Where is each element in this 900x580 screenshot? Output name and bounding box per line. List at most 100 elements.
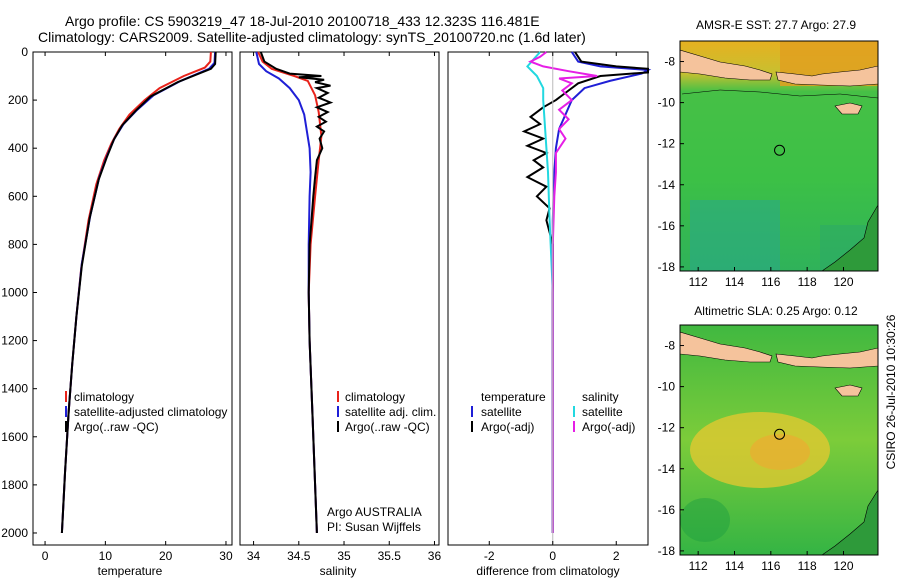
sla-map-axes: 112 114 116 118 120 -8 -10 -12 -14 -16 -18 <box>658 339 854 573</box>
figure-title-line1: Argo profile: CS 5903219_47 18-Jul-2010 … <box>65 13 540 29</box>
sumba-landmass <box>834 102 863 115</box>
temperature-legend: climatology satellite-adjusted climatolo… <box>65 390 227 434</box>
y-tick-label: -18 <box>658 260 676 274</box>
series-line-argo-raw-qc- <box>60 51 217 534</box>
legend-satellite-adjusted-climatology: satellite-adjusted climatology <box>74 405 227 419</box>
legend-temperature-heading: temperature <box>481 390 546 404</box>
australia-coast <box>821 204 878 271</box>
temperature-marks <box>60 51 217 534</box>
difference-x-axis: -2 0 2 <box>484 52 620 563</box>
x-tick-label: 112 <box>689 559 708 573</box>
y-tick-label: -8 <box>664 339 675 353</box>
bali-lombok-landmass <box>775 65 878 87</box>
y-tick-label: 1600 <box>1 430 28 444</box>
y-tick-label: -16 <box>658 503 676 517</box>
legend-climatology: climatology <box>345 390 405 404</box>
figure-title-line2: Climatology: CARS2009. Satellite-adjuste… <box>38 29 586 45</box>
legend-satellite-adj-clim: satellite adj. clim. <box>345 405 436 419</box>
legend-argo-raw: Argo(..raw -QC) <box>74 420 159 434</box>
depth-axis: 0 200 400 600 800 1000 1200 1400 1600 1800 2000 <box>1 45 37 540</box>
x-tick-label: 114 <box>725 275 744 289</box>
sst-argo-location-marker <box>774 144 786 156</box>
sst-map-title: AMSR-E SST: 27.7 Argo: 27.9 <box>696 18 856 32</box>
bali-lombok-landmass <box>775 347 878 369</box>
x-tick-label: 36 <box>428 549 442 563</box>
temperature-plot-frame <box>32 51 233 546</box>
series-line-salinity-argo-adj- <box>528 51 598 533</box>
x-tick-label: 20 <box>159 549 173 563</box>
x-tick-label: 2 <box>613 549 620 563</box>
x-tick-label: 10 <box>99 549 113 563</box>
legend-salinity-heading: salinity <box>582 390 619 404</box>
legend-climatology: climatology <box>74 390 134 404</box>
difference-xlabel: difference from climatology <box>476 564 619 578</box>
x-tick-label: 34.5 <box>287 549 311 563</box>
y-tick-label: 800 <box>8 237 28 251</box>
x-tick-label: 118 <box>798 275 817 289</box>
annotation-argo-australia: Argo AUSTRALIA <box>327 505 422 519</box>
x-tick-label: 30 <box>219 549 233 563</box>
y-tick-label: -14 <box>658 178 676 192</box>
sla-map-frame <box>679 324 879 556</box>
sumba-landmass <box>834 384 863 397</box>
salinity-x-axis: 34 34.5 35 35.5 36 <box>247 52 442 563</box>
legend-temperature-satellite: satellite <box>481 405 522 419</box>
temperature-panel: 0 200 400 600 800 1000 1200 1400 1600 1800 2000 0 1… <box>1 45 233 578</box>
y-tick-label: 1800 <box>1 478 28 492</box>
temperature-xlabel: temperature <box>98 564 163 578</box>
sst-map-axes: 112 114 116 118 120 -8 -10 -12 -14 -16 -18 <box>658 55 854 289</box>
y-tick-label: -16 <box>658 219 676 233</box>
x-tick-label: 0 <box>549 549 556 563</box>
sla-low-anomaly <box>680 498 730 542</box>
sst-map-panel: AMSR-E SST: 27.7 Argo: 27.9 112 114 116 118… <box>658 18 879 289</box>
y-tick-label: -12 <box>658 421 676 435</box>
sst-cool-patch <box>690 200 780 271</box>
sla-argo-location-marker <box>774 428 786 440</box>
coast-contour <box>681 89 878 99</box>
salinity-legend: climatology satellite adj. clim. Argo(..… <box>337 390 436 434</box>
salinity-panel: 34 34.5 35 35.5 36 salinity climatology sate… <box>239 51 442 578</box>
y-tick-label: 2000 <box>1 526 28 540</box>
legend-salinity-argo: Argo(-adj) <box>582 420 635 434</box>
legend-argo-raw: Argo(..raw -QC) <box>345 420 430 434</box>
y-tick-label: 600 <box>8 189 28 203</box>
x-tick-label: 120 <box>833 275 853 289</box>
x-tick-label: 35 <box>337 549 351 563</box>
australia-coast <box>821 489 878 555</box>
y-tick-label: -10 <box>658 96 676 110</box>
y-tick-label: 1000 <box>1 285 28 299</box>
y-tick-label: -10 <box>658 380 676 394</box>
y-tick-label: 1200 <box>1 334 28 348</box>
sla-map-panel: Altimetric SLA: 0.25 Argo: 0.12 112 114 11… <box>658 304 879 573</box>
difference-panel: -2 0 2 difference from climatology tempera… <box>447 51 652 578</box>
java-landmass <box>680 49 773 81</box>
y-tick-label: -14 <box>658 462 676 476</box>
y-tick-label: 200 <box>8 93 28 107</box>
x-tick-label: 114 <box>725 559 744 573</box>
java-landmass <box>680 331 773 363</box>
annotation-pi: PI: Susan Wijffels <box>327 520 421 534</box>
x-tick-label: 120 <box>833 559 853 573</box>
y-tick-label: -18 <box>658 544 676 558</box>
difference-legend: temperature satellite Argo(-adj) salinit… <box>471 390 635 434</box>
x-tick-label: 116 <box>761 559 780 573</box>
x-tick-label: 116 <box>761 275 780 289</box>
sla-high-anomaly-core <box>750 434 810 470</box>
difference-marks <box>521 51 652 545</box>
legend-salinity-satellite: satellite <box>582 405 623 419</box>
sla-map-title: Altimetric SLA: 0.25 Argo: 0.12 <box>694 304 858 318</box>
salinity-marks <box>255 51 334 534</box>
salinity-plot-frame <box>239 51 440 546</box>
x-tick-label: 112 <box>689 275 708 289</box>
series-line-temperature-argo-adj- <box>521 51 649 533</box>
difference-plot-frame <box>447 51 649 546</box>
y-tick-label: 0 <box>21 45 28 59</box>
x-tick-label: 118 <box>798 559 817 573</box>
x-tick-label: 34 <box>247 549 261 563</box>
x-tick-label: 35.5 <box>378 549 402 563</box>
y-tick-label: 1400 <box>1 382 28 396</box>
y-tick-label: 400 <box>8 141 28 155</box>
x-tick-label: -2 <box>484 549 495 563</box>
y-tick-label: -8 <box>664 55 675 69</box>
